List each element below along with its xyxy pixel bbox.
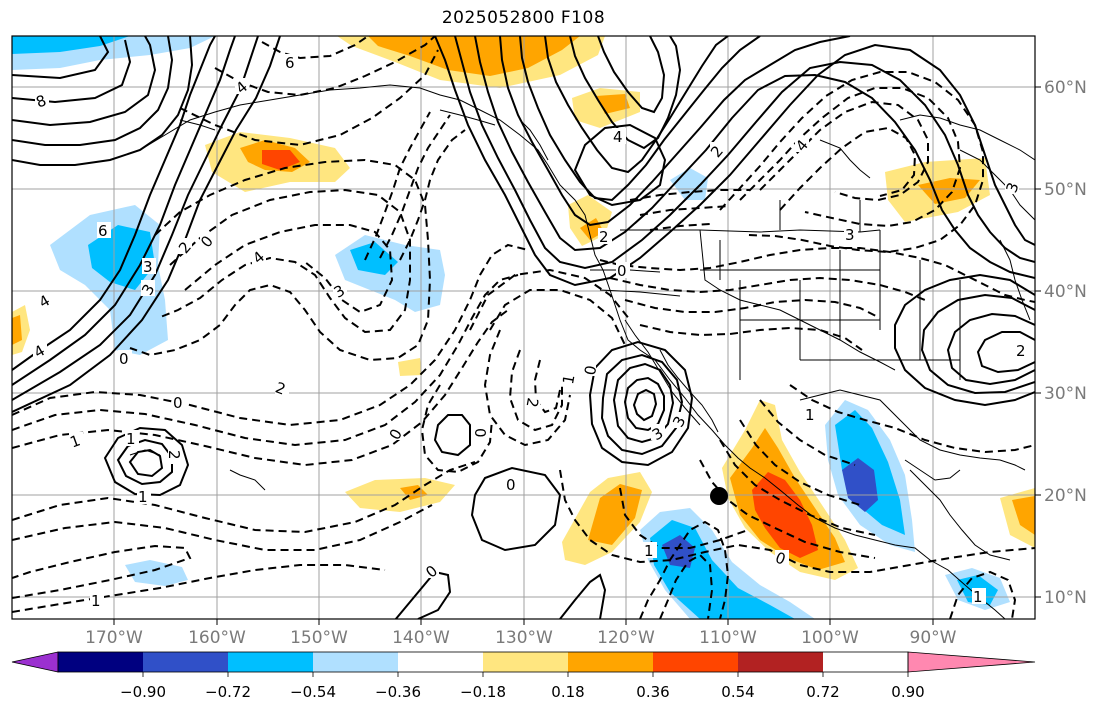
colorbar-swatch — [738, 652, 823, 672]
map-title: 2025052800 F108 — [441, 8, 606, 28]
colorbar: −0.90 −0.72 −0.54 −0.36 −0.18 0.18 0.36 … — [11, 651, 1036, 701]
contour-label: 2 — [599, 228, 609, 246]
contour-label: 3 — [143, 258, 153, 276]
contour-labels: 6 8 4 4 6 2 0 4 3 2 0 4 3 2 3 4 3 0 4 2 … — [31, 54, 1029, 610]
contour-label: 1 — [126, 430, 136, 448]
lon-label: 150°W — [290, 628, 348, 648]
shade-pos-moderate — [588, 484, 642, 545]
shade-neg-moderate — [88, 225, 155, 290]
contour-label: 0 — [617, 262, 627, 280]
colorbar-tick-label: 0.90 — [891, 683, 924, 701]
contour-label: 6 — [285, 54, 295, 72]
shade-pos-weak — [398, 358, 422, 376]
contour-label: 1 — [91, 592, 101, 610]
lat-label: 30°N — [1044, 384, 1087, 404]
contour-label: 0 — [506, 476, 516, 494]
lon-label: 100°W — [801, 628, 859, 648]
shade-neg-moderate — [12, 36, 130, 54]
colorbar-tick-label: −0.90 — [120, 683, 166, 701]
colorbar-swatch — [228, 652, 313, 672]
colorbar-swatch — [143, 652, 228, 672]
contour-label: 0 — [119, 350, 129, 368]
colorbar-tick-label: 0.54 — [721, 683, 754, 701]
colorbar-extend-high — [907, 651, 1036, 673]
shade-pos-strong — [262, 150, 300, 170]
contour-label: 2 — [523, 396, 542, 409]
location-dot-marker — [710, 487, 728, 505]
colorbar-tick-label: −0.72 — [205, 683, 251, 701]
contour-label: 0 — [173, 394, 183, 412]
colorbar-tick-label: −0.36 — [375, 683, 421, 701]
lat-label: 40°N — [1044, 282, 1087, 302]
lat-label: 20°N — [1044, 486, 1087, 506]
colorbar-extend-low — [11, 651, 59, 673]
contour-label: 1 — [559, 373, 578, 386]
colorbar-tick-label: 0.72 — [806, 683, 839, 701]
contour-label: 4 — [613, 128, 623, 146]
lon-label: 170°W — [85, 628, 143, 648]
contour-label: 6 — [98, 222, 108, 240]
lon-label: 90°W — [910, 628, 957, 648]
dashed-contours — [12, 36, 1035, 619]
lat-axis: 60°N 50°N 40°N 30°N 20°N 10°N — [1035, 78, 1087, 608]
lat-label: 10°N — [1044, 588, 1087, 608]
colorbar-tick-label: 0.18 — [551, 683, 584, 701]
shade-pos-moderate — [1012, 496, 1035, 535]
contour-label: 0 — [471, 428, 489, 438]
colorbar-swatch — [568, 652, 653, 672]
lat-label: 50°N — [1044, 180, 1087, 200]
map-area: 6 8 4 4 6 2 0 4 3 2 0 4 3 2 3 4 3 0 4 2 … — [12, 36, 1035, 619]
contour-label: 0 — [581, 364, 600, 377]
contour-label: 1 — [805, 406, 815, 424]
contour-label: 2 — [165, 450, 183, 460]
coastlines — [129, 84, 1035, 619]
colorbar-swatch — [483, 652, 568, 672]
colorbar-swatch — [313, 652, 398, 672]
lon-label: 140°W — [392, 628, 450, 648]
contour-label: 3 — [845, 226, 855, 244]
lat-label: 60°N — [1044, 78, 1087, 98]
lon-axis: 170°W 160°W 150°W 140°W 130°W 120°W 110°… — [85, 619, 957, 648]
colorbar-tick-label: −0.18 — [460, 683, 506, 701]
colorbar-swatch — [653, 652, 738, 672]
colorbar-swatch — [398, 652, 483, 672]
shade-neg-moderate — [350, 242, 398, 275]
contour-label: 1 — [973, 588, 983, 606]
lon-label: 130°W — [495, 628, 553, 648]
contour-label: 1 — [138, 488, 148, 506]
shade-pos-moderate — [12, 315, 22, 345]
contour-label: 1 — [644, 542, 654, 560]
shade-neg-strong — [842, 458, 878, 512]
colorbar-tick-label: −0.54 — [290, 683, 336, 701]
contour-label: 2 — [1016, 342, 1026, 360]
shade-neg-weak — [125, 560, 188, 586]
colorbar-swatch — [58, 652, 143, 672]
lon-label: 110°W — [699, 628, 757, 648]
shade-pos-strong — [752, 472, 818, 558]
colorbar-tick-label: 0.36 — [636, 683, 669, 701]
lon-label: 120°W — [597, 628, 655, 648]
lon-label: 160°W — [188, 628, 246, 648]
